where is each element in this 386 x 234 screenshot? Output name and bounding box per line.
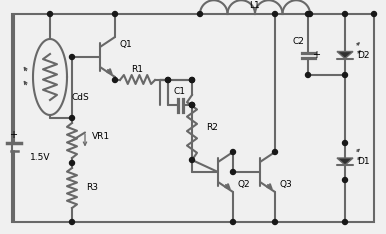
Circle shape <box>342 140 347 146</box>
Text: D2: D2 <box>357 51 369 59</box>
Circle shape <box>190 102 195 107</box>
Polygon shape <box>337 158 353 165</box>
Circle shape <box>342 219 347 224</box>
Circle shape <box>190 77 195 83</box>
Circle shape <box>342 11 347 17</box>
Text: VR1: VR1 <box>92 132 110 141</box>
Circle shape <box>69 116 74 121</box>
Text: Q2: Q2 <box>237 179 250 189</box>
Text: CdS: CdS <box>72 92 90 102</box>
Circle shape <box>342 73 347 77</box>
Circle shape <box>112 77 117 83</box>
Circle shape <box>342 178 347 183</box>
Circle shape <box>305 11 310 17</box>
Circle shape <box>69 219 74 224</box>
Circle shape <box>308 11 313 17</box>
Polygon shape <box>337 51 353 58</box>
Circle shape <box>230 169 235 175</box>
Circle shape <box>230 219 235 224</box>
Text: Q1: Q1 <box>119 40 132 50</box>
Text: L1: L1 <box>250 1 261 11</box>
Text: R3: R3 <box>86 183 98 193</box>
Circle shape <box>230 150 235 154</box>
Circle shape <box>190 77 195 83</box>
Circle shape <box>273 11 278 17</box>
Text: 1.5V: 1.5V <box>30 153 51 161</box>
Text: C2: C2 <box>292 37 304 45</box>
Text: Q3: Q3 <box>279 179 292 189</box>
Circle shape <box>190 102 195 107</box>
Text: +: + <box>312 50 320 60</box>
Circle shape <box>371 11 376 17</box>
Circle shape <box>69 161 74 165</box>
Text: R2: R2 <box>206 123 218 132</box>
Circle shape <box>47 11 52 17</box>
Circle shape <box>190 157 195 162</box>
Circle shape <box>166 77 171 83</box>
Bar <box>12 14 374 222</box>
Circle shape <box>166 77 171 83</box>
Circle shape <box>69 55 74 59</box>
Circle shape <box>273 219 278 224</box>
Text: +: + <box>9 130 17 140</box>
Circle shape <box>305 73 310 77</box>
Circle shape <box>198 11 203 17</box>
Circle shape <box>112 11 117 17</box>
Circle shape <box>273 150 278 154</box>
Text: R1: R1 <box>132 66 144 74</box>
Text: C1: C1 <box>174 88 186 96</box>
Text: D1: D1 <box>357 157 370 166</box>
Circle shape <box>190 102 195 107</box>
